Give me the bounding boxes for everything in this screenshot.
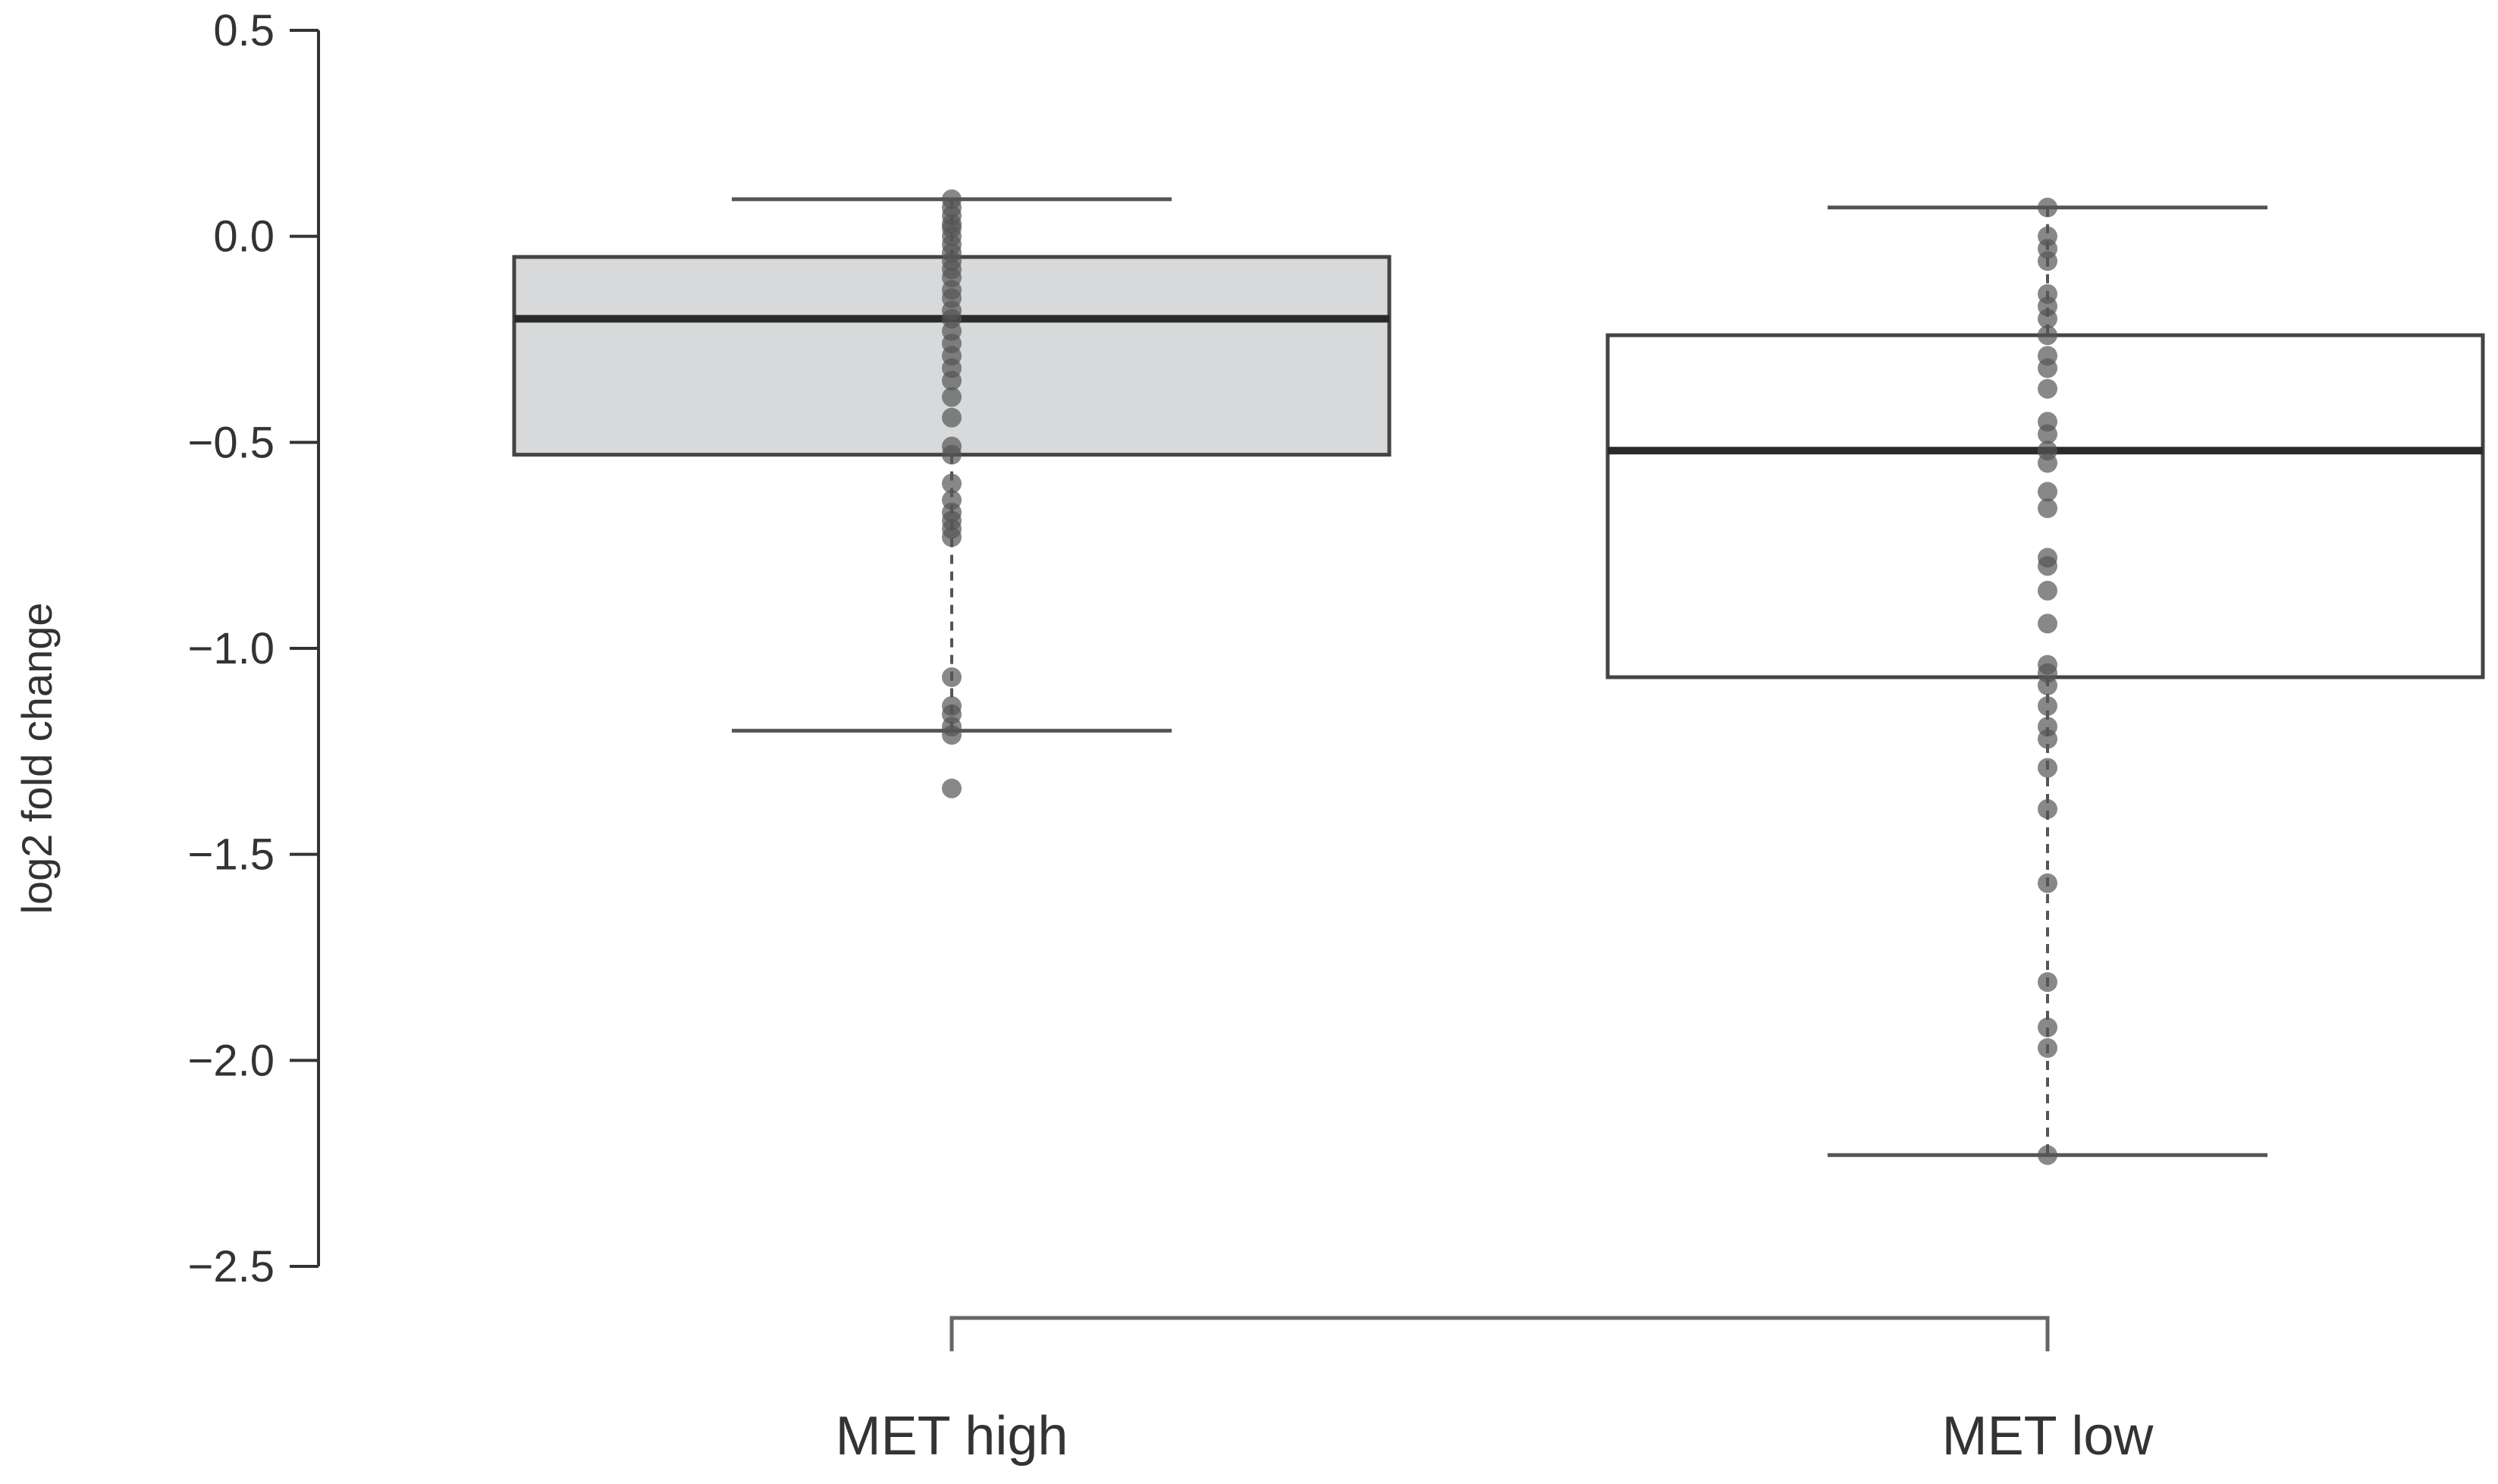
y-tick-label: −2.5 [188,1242,275,1291]
x-axis-category-labels: MET high MET low [836,1406,2154,1467]
box-group [1605,197,2485,1166]
data-point [2038,251,2057,271]
data-point [2038,580,2057,601]
data-point [942,778,962,798]
data-point [2038,556,2057,576]
data-point [2038,197,2057,218]
data-point [942,387,962,407]
plot-area [512,189,2485,1166]
data-point [942,725,962,745]
box-group [512,189,1392,798]
data-point [2038,873,2057,893]
bracket-line [949,1316,2050,1351]
data-point [2038,675,2057,695]
data-point [2038,325,2057,346]
data-point [2038,729,2057,749]
category-label: MET high [836,1406,1069,1467]
y-tick-label: −0.5 [188,418,275,467]
data-point [2038,1017,2057,1037]
data-point [2038,378,2057,399]
data-point [2038,309,2057,329]
data-point [2038,1145,2057,1166]
y-axis-label: log2 fold change [13,602,61,914]
data-point [2038,358,2057,378]
y-tick-label: −1.5 [188,830,275,880]
data-point [2038,758,2057,778]
data-point [2038,798,2057,819]
data-point [2038,613,2057,634]
y-tick-label: −2.0 [188,1036,275,1085]
data-point [2038,696,2057,717]
data-point [2038,498,2057,519]
data-point [2038,972,2057,993]
data-point [2038,453,2057,473]
y-tick-label: 0.5 [213,6,275,55]
y-tick-label: −1.0 [188,624,275,673]
y-tick-label: 0.0 [213,212,275,262]
data-point [942,527,962,547]
data-point [942,407,962,428]
data-point [2038,424,2057,444]
category-label: MET low [1942,1406,2154,1467]
data-point [2038,482,2057,502]
y-axis: 0.5 0.0 −0.5 −1.0 −1.5 −2.0 −2.5 [188,6,320,1291]
data-point [942,667,962,688]
data-point [942,444,962,465]
data-point [942,370,962,391]
data-point [2038,1038,2057,1059]
comparison-bracket [949,1316,2050,1351]
data-point [942,473,962,494]
